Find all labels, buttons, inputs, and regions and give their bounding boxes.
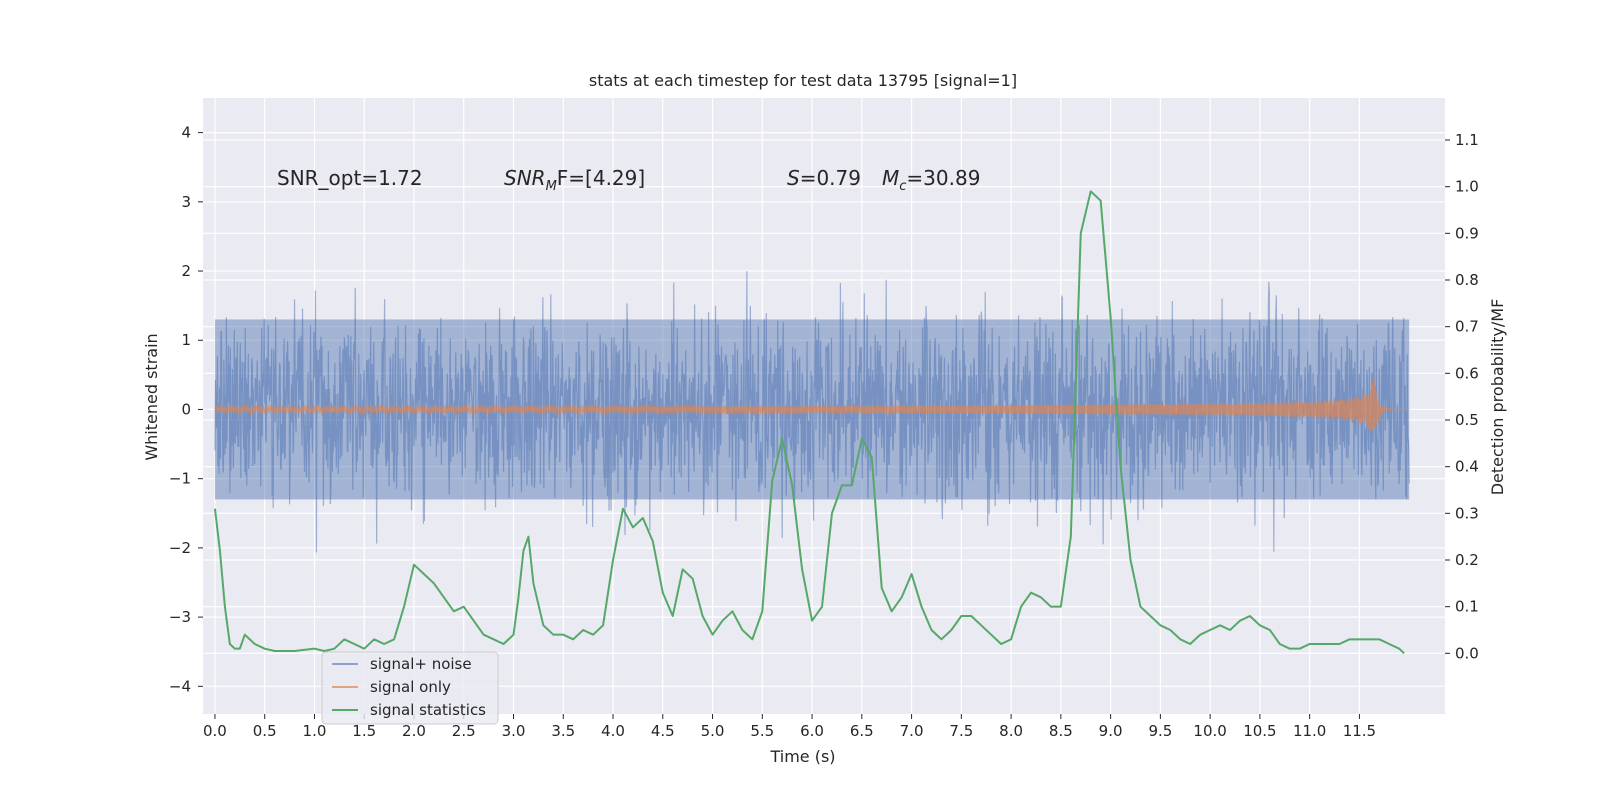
x-tick-label: 5.5 (750, 722, 774, 740)
left-y-tick-label: −2 (169, 539, 191, 557)
legend-label-statistics: signal statistics (370, 701, 486, 719)
x-tick-label: 8.0 (999, 722, 1023, 740)
right-y-tick-label: 0.0 (1455, 644, 1479, 662)
snr-mf-annotation: SNRMF=[4.29] (504, 166, 645, 194)
x-axis-ticks: 0.0 0.5 1.0 1.5 2.0 2.5 3.0 3.5 4.0 4.5 5.0 5.5 6.0 6… (203, 714, 1376, 740)
x-tick-label: 9.0 (1099, 722, 1123, 740)
left-y-tick-label: −4 (169, 677, 191, 695)
left-y-tick-label: 2 (181, 262, 191, 280)
x-tick-label: 7.5 (949, 722, 973, 740)
x-tick-label: 0.5 (253, 722, 277, 740)
x-tick-label: 10.5 (1243, 722, 1276, 740)
left-y-tick-label: 1 (181, 331, 191, 349)
legend: signal+ noise signal only signal statist… (321, 651, 499, 725)
x-tick-label: 7.0 (900, 722, 924, 740)
legend-label-signal: signal only (370, 678, 451, 696)
left-y-tick-label: −3 (169, 608, 191, 626)
right-y-tick-label: 1.1 (1455, 131, 1479, 149)
right-y-tick-label: 1.0 (1455, 178, 1479, 196)
x-tick-label: 11.5 (1343, 722, 1376, 740)
right-y-tick-label: 0.1 (1455, 598, 1479, 616)
x-tick-label: 2.5 (452, 722, 476, 740)
x-tick-label: 6.0 (800, 722, 824, 740)
right-y-tick-label: 0.7 (1455, 318, 1479, 336)
x-tick-label: 5.0 (701, 722, 725, 740)
left-y-tick-label: −1 (169, 470, 191, 488)
chirp-mass-annotation: Mc=30.89 (882, 166, 980, 194)
statistics-series-layer (213, 190, 1405, 655)
x-tick-label: 2.0 (402, 722, 426, 740)
x-tick-label: 11.0 (1293, 722, 1326, 740)
x-tick-label: 4.5 (651, 722, 675, 740)
x-tick-label: 10.0 (1193, 722, 1226, 740)
signal-statistics-line (213, 190, 1405, 655)
x-tick-label: 3.5 (551, 722, 575, 740)
legend-box (321, 651, 499, 725)
right-y-tick-label: 0.8 (1455, 271, 1479, 289)
left-y-tick-label: 4 (181, 124, 191, 142)
x-tick-label: 1.0 (303, 722, 327, 740)
right-y-tick-label: 0.5 (1455, 411, 1479, 429)
signal-only-trace (214, 378, 1410, 431)
spin-value: =0.79 (800, 166, 861, 190)
snr-mf-name: SNR (504, 166, 546, 190)
x-tick-label: 6.5 (850, 722, 874, 740)
x-tick-label: 3.0 (502, 722, 526, 740)
snr-opt-annotation: SNR_opt=1.72 (277, 166, 423, 190)
right-y-axis-label: Detection probability/MF (1488, 299, 1507, 496)
x-tick-label: 8.5 (1049, 722, 1073, 740)
noise-trace (214, 271, 1410, 553)
x-tick-label: 4.0 (601, 722, 625, 740)
spin-name: S (787, 166, 800, 190)
x-axis-label: Time (s) (769, 747, 835, 766)
right-y-tick-label: 0.4 (1455, 458, 1479, 476)
x-tick-label: 0.0 (203, 722, 227, 740)
snr-mf-value: F=[4.29] (557, 166, 645, 190)
x-tick-label: 1.5 (352, 722, 376, 740)
right-y-tick-label: 0.2 (1455, 551, 1479, 569)
right-y-tick-label: 0.6 (1455, 364, 1479, 382)
chart-title: stats at each timestep for test data 137… (589, 71, 1017, 90)
spin-annotation: S=0.79 (787, 166, 861, 190)
left-y-axis-ticks: 4 3 2 1 0 −1 −2 −3 −4 (169, 124, 203, 695)
left-y-tick-label: 3 (181, 193, 191, 211)
chirp-mass-name: M (882, 166, 899, 190)
right-y-axis-ticks: 1.1 1.0 0.9 0.8 0.7 0.6 0.5 0.4 0.3 0.2 0.1 0.0 (1445, 131, 1479, 662)
x-tick-label: 9.5 (1148, 722, 1172, 740)
annotations: SNR_opt=1.72 SNRMF=[4.29] S=0.79 Mc=30.8… (277, 166, 980, 194)
chirp-mass-subscript: c (899, 179, 906, 194)
right-y-tick-label: 0.9 (1455, 224, 1479, 242)
signal-series-layer (214, 378, 1410, 431)
left-y-tick-label: 0 (181, 400, 191, 418)
legend-label-noise: signal+ noise (370, 655, 472, 673)
snr-mf-subscript: M (546, 179, 557, 194)
left-y-axis-label: Whitened strain (142, 333, 161, 460)
right-y-tick-label: 0.3 (1455, 504, 1479, 522)
chirp-mass-value: =30.89 (906, 166, 980, 190)
